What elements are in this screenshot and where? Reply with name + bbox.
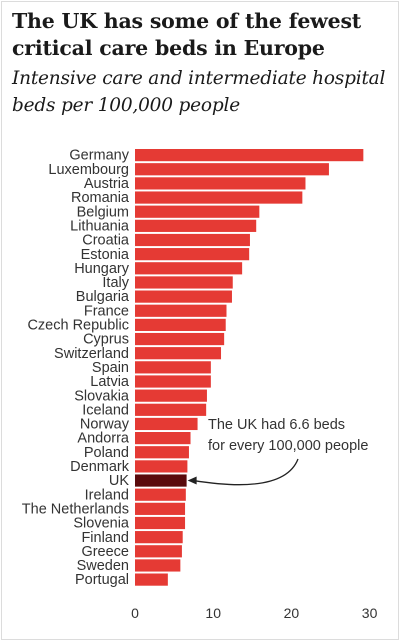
bar-cyprus [135,332,225,346]
bar-latvia [135,375,211,388]
bar-slovakia [135,389,207,402]
bar-luxembourg [135,163,329,176]
category-label-italy: Italy [102,275,129,291]
category-label-switzerland: Switzerland [54,346,129,362]
bar-spain [135,361,211,374]
bar-denmark [135,460,188,473]
x-axis: 0 10 20 30 [131,605,377,621]
category-label-norway: Norway [80,417,130,433]
category-label-portugal: Portugal [75,572,129,588]
category-label-poland: Poland [84,445,129,461]
bar-ireland [135,488,186,501]
bar-hungary [135,262,243,275]
category-label-germany: Germany [69,148,129,164]
bar-slovenia [135,516,186,530]
bar-the-netherlands [135,502,186,515]
bar-portugal [135,573,168,586]
bar-iceland [135,403,207,416]
category-label-france: France [84,303,129,319]
bar-finland [135,531,183,544]
bar-uk [135,474,187,487]
chart-title: The UK has some of the fewest critical c… [12,9,362,60]
annotation-arrow-line [193,458,299,486]
bar-norway [135,417,198,431]
category-labels-group: GermanyLuxembourgAustriaRomaniaBelgiumLi… [22,148,130,589]
bar-czech-republic [135,318,226,331]
category-label-czech-republic: Czech Republic [27,318,129,334]
bar-croatia [135,233,250,247]
category-label-lithuania: Lithuania [70,218,130,234]
bar-poland [135,446,189,459]
bar-belgium [135,205,260,218]
bar-italy [135,276,233,289]
bar-germany [135,149,364,162]
bar-austria [135,177,306,190]
annotation-group: The UK had 6.6 beds for every 100,000 peo… [187,417,368,486]
category-label-estonia: Estonia [81,247,130,263]
category-label-hungary: Hungary [74,261,130,277]
x-tick-label-0: 0 [131,605,139,621]
category-label-uk: UK [109,473,129,489]
bars-group [135,149,364,586]
chart-subtitle: Intensive care and intermediate hospital… [12,68,386,116]
category-label-latvia: Latvia [90,374,130,390]
category-label-slovakia: Slovakia [74,388,130,404]
category-label-andorra: Andorra [77,431,130,447]
category-label-slovenia: Slovenia [73,516,130,532]
bar-sweden [135,559,181,572]
bar-bulgaria [135,290,232,303]
category-label-greece: Greece [81,544,129,560]
category-label-croatia: Croatia [82,233,130,249]
category-label-iceland: Iceland [82,402,129,418]
bar-switzerland [135,347,222,360]
bar-france [135,304,227,317]
bar-greece [135,545,182,558]
x-tick-label-10: 10 [205,605,221,621]
annotation-text-line-2: for every 100,000 people [208,438,368,454]
bar-andorra [135,432,191,445]
annotation-text-line-1: The UK had 6.6 beds [208,417,345,433]
category-label-bulgaria: Bulgaria [76,289,130,305]
category-label-denmark: Denmark [70,459,130,475]
category-label-cyprus: Cyprus [83,332,129,348]
annotation-arrowhead [187,476,197,485]
bar-romania [135,191,303,204]
bar-lithuania [135,219,257,232]
x-tick-label-20: 20 [284,605,300,621]
category-label-belgium: Belgium [77,204,129,220]
category-label-the-netherlands: The Netherlands [22,501,129,517]
category-label-luxembourg: Luxembourg [48,162,129,178]
category-label-spain: Spain [92,360,129,376]
category-label-romania: Romania [71,190,130,206]
category-label-austria: Austria [84,176,130,192]
category-label-sweden: Sweden [77,558,129,574]
bar-estonia [135,248,250,261]
category-label-ireland: Ireland [85,487,129,503]
x-tick-label-30: 30 [362,605,378,621]
category-label-finland: Finland [81,530,129,546]
